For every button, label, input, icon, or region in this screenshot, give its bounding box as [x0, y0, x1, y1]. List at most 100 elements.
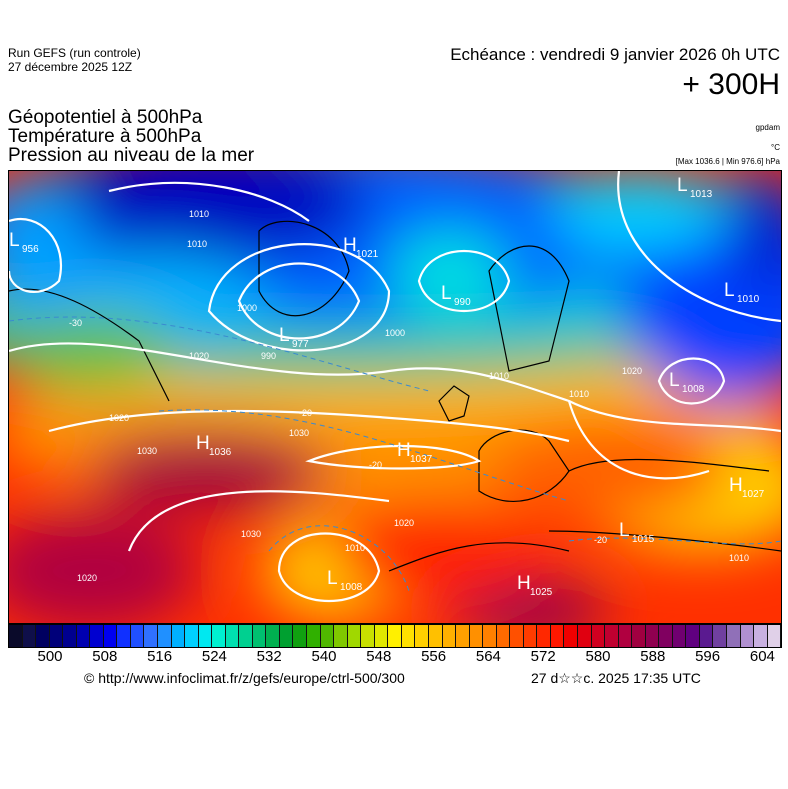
color-swatch: [577, 625, 592, 647]
tick-label: 556: [421, 648, 447, 665]
color-swatch: [550, 625, 565, 647]
contour-label: 1010: [569, 389, 589, 399]
center-type: L: [441, 283, 452, 304]
center-type: L: [724, 280, 735, 301]
forecast-valid-time: Echéance : vendredi 9 janvier 2026 0h UT…: [450, 45, 780, 64]
high-pressure-center: H 1027: [729, 475, 765, 500]
source-url: © http://www.infoclimat.fr/z/gefs/europe…: [84, 670, 405, 686]
color-swatch: [496, 625, 511, 647]
contour-label: 1000: [385, 328, 405, 338]
color-swatch: [49, 625, 64, 647]
color-swatch: [320, 625, 335, 647]
coastline: [478, 429, 570, 502]
center-value: 1015: [632, 534, 655, 545]
center-value: 1027: [742, 489, 765, 500]
color-swatch: [117, 625, 131, 647]
tick-label: 548: [366, 648, 392, 665]
color-swatch: [564, 625, 578, 647]
isobar: [127, 490, 390, 552]
color-swatch: [672, 625, 687, 647]
lead-time: + 300H: [682, 68, 780, 101]
color-swatch: [754, 625, 768, 647]
color-swatch: [686, 625, 700, 647]
center-value: 1010: [737, 294, 760, 305]
color-swatch: [130, 625, 145, 647]
tick-label: 564: [475, 648, 501, 665]
color-swatch: [63, 625, 77, 647]
temperature-blob: [49, 171, 369, 261]
contour-label: 1000: [237, 303, 257, 313]
tick-label: 588: [640, 648, 666, 665]
temperature-blob: [549, 171, 729, 251]
center-type: H: [397, 440, 411, 461]
color-swatch: [456, 625, 470, 647]
color-swatch: [699, 625, 714, 647]
center-value: 1037: [410, 454, 433, 465]
temperature-blob: [9, 181, 89, 321]
color-swatch: [22, 625, 37, 647]
color-swatch: [605, 625, 619, 647]
color-swatch: [144, 625, 159, 647]
isobar: [108, 181, 310, 222]
tick-label: 516: [147, 648, 173, 665]
color-scale-ticks: 500 508 516 524 532 540 548 556 564 572 580 588 596 6…: [0, 648, 788, 668]
contour-label: 1010: [345, 543, 365, 553]
high-pressure-center: H 1025: [517, 573, 553, 598]
center-type: L: [327, 568, 338, 589]
isobar: [207, 243, 391, 352]
contour-label: -30: [69, 318, 82, 328]
run-info: Run GEFS (run controle) 27 décembre 2025…: [8, 46, 141, 74]
color-swatch: [618, 625, 633, 647]
center-value: 1008: [682, 384, 705, 395]
contour-label: 1020: [622, 366, 642, 376]
center-type: L: [619, 520, 630, 541]
tick-label: 596: [695, 648, 721, 665]
contour-labels: 1010 1010 1010 1000 990 1000 1020 1010 1020 1030 1…: [69, 209, 749, 583]
isobar: [305, 444, 482, 470]
color-swatch: [442, 625, 457, 647]
isobar: [277, 532, 381, 602]
contour-label: 1020: [189, 351, 209, 361]
color-swatch: [645, 625, 660, 647]
color-swatch: [171, 625, 186, 647]
color-swatch: [510, 625, 524, 647]
center-value: 1013: [690, 189, 713, 200]
contour-label: 1010: [189, 209, 209, 219]
color-swatch: [307, 625, 321, 647]
tick-label: 540: [311, 648, 337, 665]
title-temperature: Température à 500hPa: [8, 126, 202, 147]
contour-label: 1030: [137, 446, 157, 456]
center-type: L: [279, 325, 290, 346]
temperature-blob: [729, 171, 781, 291]
tick-label: 500: [37, 648, 63, 665]
isobar: [48, 409, 570, 443]
isotherms: [9, 316, 781, 592]
color-swatch: [198, 625, 213, 647]
contour-label: 990: [261, 351, 276, 361]
color-swatch: [523, 625, 538, 647]
color-swatch: [726, 625, 741, 647]
unit-temperature: °C: [771, 143, 780, 152]
color-swatch: [225, 625, 240, 647]
contour-label: 1010: [489, 371, 509, 381]
center-type: L: [669, 370, 680, 391]
center-type: H: [196, 433, 210, 454]
color-swatch: [212, 625, 226, 647]
coastline: [258, 220, 350, 317]
color-swatch: [90, 625, 104, 647]
weather-map: 1010 1010 1010 1000 990 1000 1020 1010 1020 1030 1…: [8, 170, 782, 624]
isobar: [9, 218, 62, 293]
isobar: [237, 262, 361, 340]
isotherm: [158, 409, 570, 502]
color-swatch: [428, 625, 443, 647]
low-pressure-center: L 1015: [619, 520, 655, 545]
low-pressure-center: L 977: [279, 325, 309, 350]
temperature-blob: [389, 231, 509, 311]
high-pressure-center: H 1036: [196, 433, 232, 458]
isobar: [567, 400, 710, 480]
contour-label: -20: [594, 535, 607, 545]
isobar: [617, 171, 781, 323]
contour-label: 1010: [187, 239, 207, 249]
coastline: [388, 542, 570, 572]
